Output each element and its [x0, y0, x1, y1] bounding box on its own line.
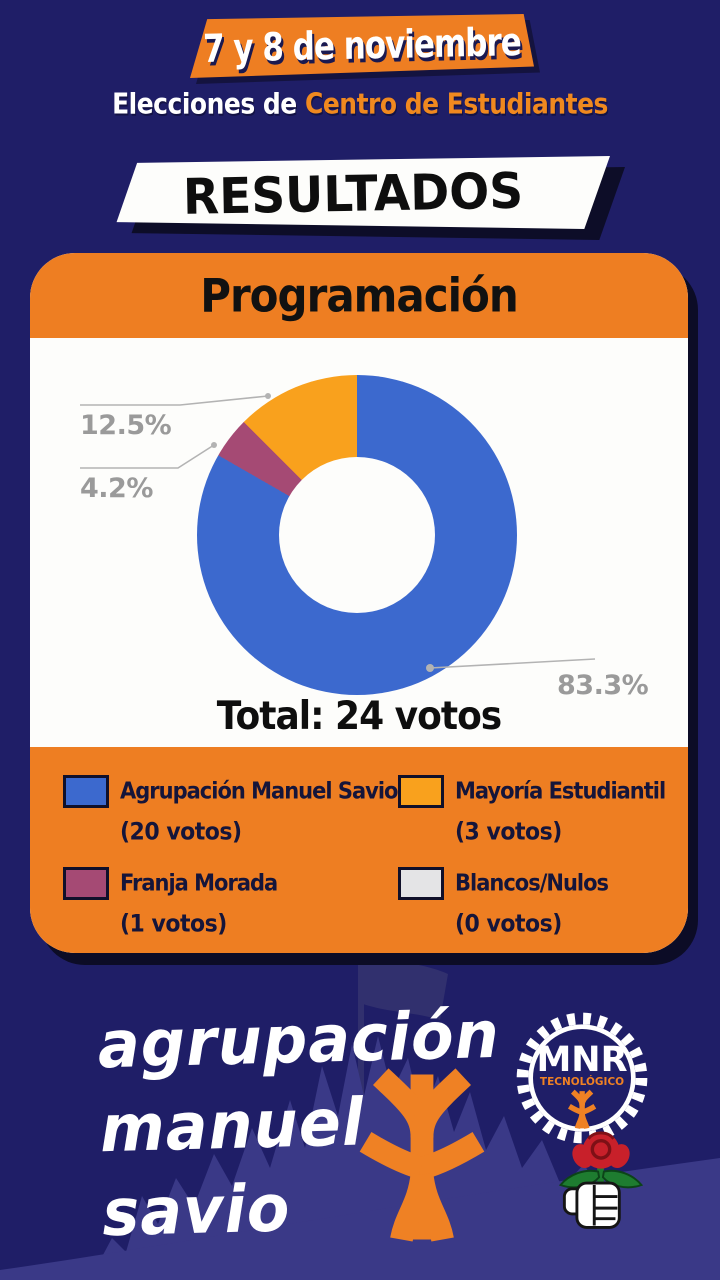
date-banner: 7 y 8 de noviembre	[190, 14, 540, 84]
legend-swatch-savio	[63, 775, 109, 808]
legend-votes-blancos: (0 votos)	[455, 910, 562, 939]
legend-votes-mayoria: (3 votos)	[455, 818, 562, 847]
results-card: Programación 12.5% 4.2% 83.3% Total	[30, 253, 688, 953]
mnr-gear-icon: MNR TECNOLÓGICO	[516, 1012, 648, 1144]
chart-legend: Agrupación Manuel Savio (20 votos) Mayor…	[30, 747, 688, 953]
legend-votes-savio: (20 votos)	[120, 818, 242, 847]
leader-lines	[80, 393, 596, 672]
results-banner-shape: RESULTADOS	[116, 156, 610, 229]
card-header: Programación	[30, 253, 688, 338]
legend-name-franja: Franja Morada	[120, 869, 278, 897]
mnr-title: MNR	[536, 1040, 627, 1080]
percent-label-mayoria: 12.5%	[80, 410, 172, 441]
legend-name-savio: Agrupación Manuel Savio	[120, 777, 398, 805]
legend-votes-franja: (1 votos)	[120, 910, 227, 939]
legend-item-savio: Agrupación Manuel Savio (20 votos)	[63, 775, 398, 847]
chart-area: 12.5% 4.2% 83.3% Total: 24 votos	[30, 338, 688, 747]
legend-name-blancos: Blancos/Nulos	[455, 869, 609, 897]
legend-swatch-blancos	[398, 867, 444, 900]
legend-item-franja: Franja Morada (1 votos)	[63, 867, 278, 939]
subtitle-prefix: Elecciones de	[112, 86, 305, 121]
legend-swatch-franja	[63, 867, 109, 900]
results-banner-text: RESULTADOS	[182, 162, 524, 226]
percent-label-franja: 4.2%	[80, 473, 153, 504]
mnr-utn-mini-icon	[567, 1089, 597, 1129]
legend-item-blancos: Blancos/Nulos (0 votos)	[398, 867, 609, 939]
utn-logo-icon	[359, 1068, 485, 1242]
legend-name-mayoria: Mayoría Estudiantil	[455, 777, 666, 805]
date-banner-shape: 7 y 8 de noviembre	[190, 14, 534, 78]
legend-item-mayoria: Mayoría Estudiantil (3 votos)	[398, 775, 666, 847]
percent-label-savio: 83.3%	[557, 670, 649, 701]
mnr-subtitle: TECNOLÓGICO	[540, 1075, 624, 1088]
total-votes-label: Total: 24 votos	[216, 693, 502, 740]
legend-swatch-mayoria	[398, 775, 444, 808]
donut-hole	[279, 457, 435, 613]
card-title: Programación	[200, 268, 519, 323]
rose-fist-icon	[558, 1131, 644, 1229]
results-banner: RESULTADOS	[96, 156, 625, 240]
election-subtitle: Elecciones de Centro de Estudiantes	[0, 87, 720, 120]
date-banner-text: 7 y 8 de noviembre	[202, 20, 522, 72]
subtitle-highlight: Centro de Estudiantes	[304, 86, 608, 121]
